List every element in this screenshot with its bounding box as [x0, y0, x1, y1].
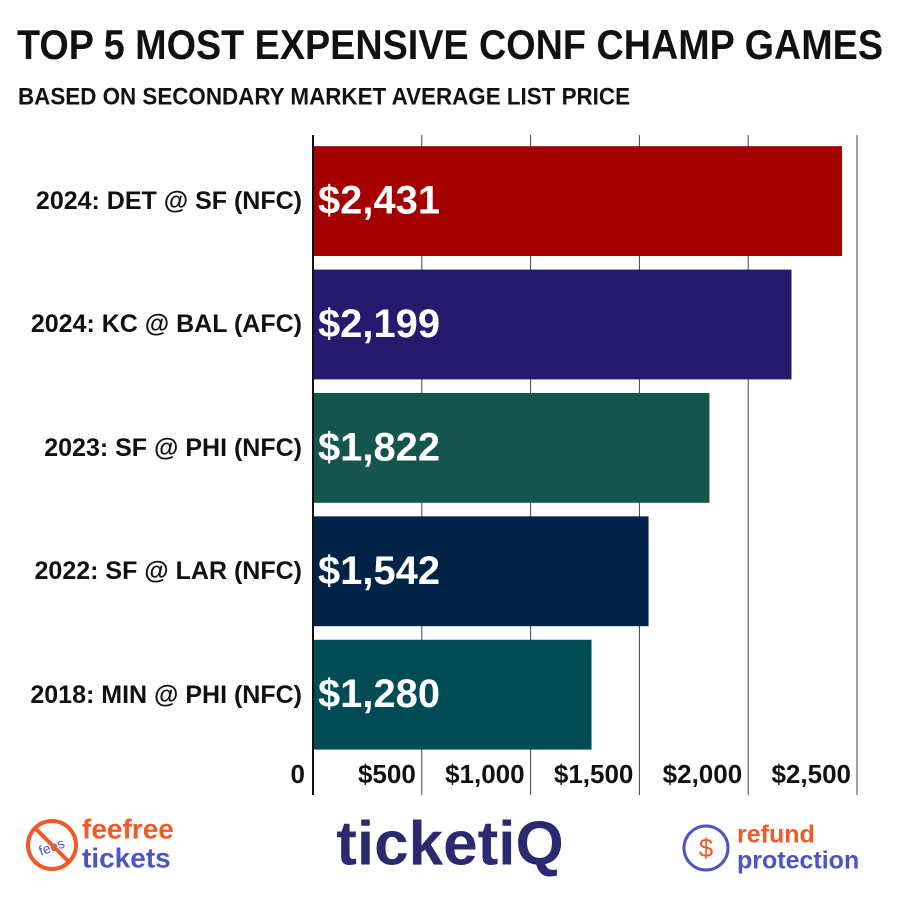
logo-text: refund [737, 821, 815, 849]
logo-text: tickets [82, 842, 171, 873]
value-label: $2,199 [318, 302, 440, 346]
value-label: $1,280 [318, 672, 440, 716]
refund-icon-text: $ [699, 833, 714, 863]
y-tick-label: 2024: DET @ SF (NFC) [35, 187, 302, 216]
y-tick-label: 2024: KC @ BAL (AFC) [30, 310, 302, 339]
y-tick-label: 2022: SF @ LAR (NFC) [34, 557, 302, 586]
x-tick-label: $1,000 [445, 759, 525, 789]
x-tick-label: $1,500 [554, 759, 634, 789]
bar [313, 392, 710, 503]
logo-text: protection [737, 847, 859, 875]
y-tick-label: 2018: MIN @ PHI (NFC) [30, 680, 302, 709]
fees-icon [26, 819, 78, 871]
x-tick-label: $2,500 [771, 759, 851, 789]
logo-text: feefree [82, 813, 174, 844]
chart-subtitle: BASED ON SECONDARY MARKET AVERAGE LIST P… [18, 83, 630, 110]
chart-title: TOP 5 MOST EXPENSIVE CONF CHAMP GAMES [17, 21, 883, 68]
fees-slash [34, 827, 70, 863]
x-tick-label: $500 [358, 759, 416, 789]
value-label: $1,542 [318, 549, 440, 593]
bar [313, 269, 792, 380]
bar [313, 639, 592, 750]
value-label: $1,822 [318, 425, 440, 469]
refund-icon [682, 824, 730, 872]
x-tick-label: $2,000 [663, 759, 743, 789]
y-tick-label: 2023: SF @ PHI (NFC) [44, 433, 302, 462]
bar [313, 146, 842, 256]
bar [313, 516, 649, 627]
x-tick-label: 0 [291, 759, 305, 789]
brand-logo: ticketiQ [336, 809, 563, 878]
value-label: $2,431 [318, 179, 440, 223]
footer: fees feefree tickets ticketiQ $ refund p… [26, 809, 859, 878]
